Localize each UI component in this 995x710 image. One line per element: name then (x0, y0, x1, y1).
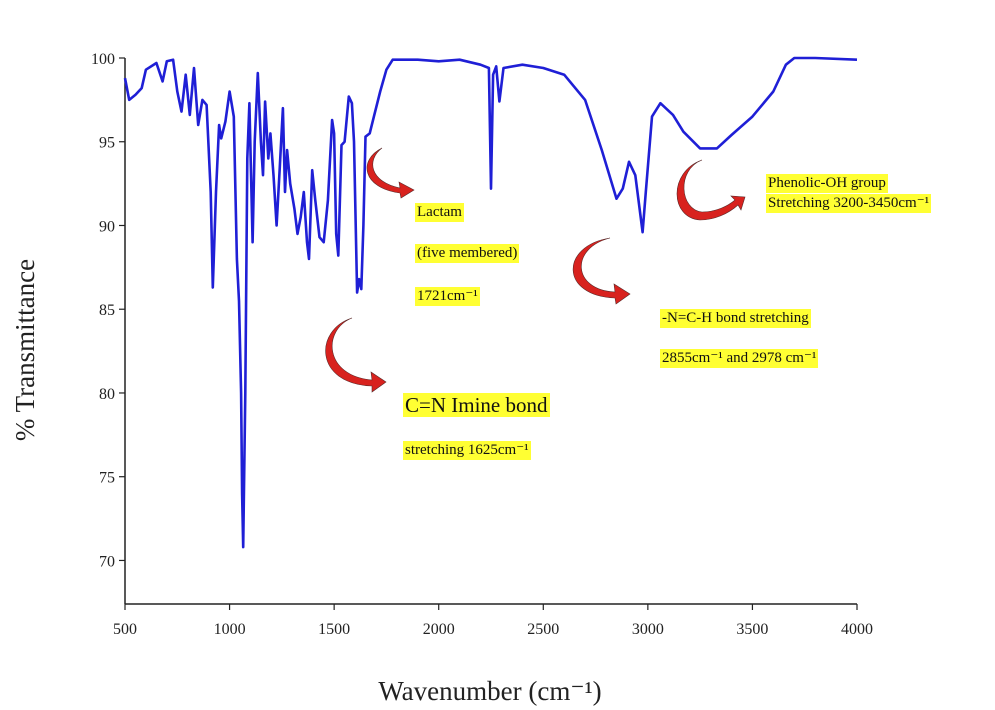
y-tick-label: 80 (99, 386, 115, 403)
y-tick-label: 85 (99, 302, 115, 319)
x-tick-label: 3000 (632, 621, 664, 638)
annotation: stretching 1625cm⁻¹ (403, 441, 531, 460)
annotation: 1721cm⁻¹ (415, 287, 480, 306)
x-tick-label: 1000 (214, 621, 246, 638)
y-tick-label: 70 (99, 553, 115, 570)
annotation: Phenolic-OH group (766, 174, 888, 193)
x-tick-label: 1500 (318, 621, 350, 638)
arrow (325, 317, 387, 393)
arrow (676, 159, 746, 221)
x-axis-label: Wavenumber (cm⁻¹) (378, 676, 601, 706)
annotation: 2855cm⁻¹ and 2978 cm⁻¹ (660, 349, 819, 368)
x-tick-label: 2500 (527, 621, 559, 638)
annotation: C=N Imine bond (403, 393, 550, 417)
annotation: (five membered) (415, 244, 520, 263)
x-tick-label: 2000 (423, 621, 455, 638)
x-tick-label: 3500 (736, 621, 768, 638)
annotation: -N=C-H bond stretching (660, 309, 811, 328)
x-tick-label: 4000 (841, 621, 873, 638)
y-tick-label: 100 (91, 51, 115, 68)
y-tick-label: 95 (99, 135, 115, 152)
arrow (366, 147, 415, 199)
arrows (325, 147, 746, 393)
x-tick-label: 500 (113, 621, 137, 638)
spectrum-line (123, 56, 858, 549)
annotation: Lactam (415, 203, 464, 222)
y-tick-label: 90 (99, 218, 115, 235)
annotation: Stretching 3200-3450cm⁻¹ (766, 194, 932, 213)
y-axis-label: % Transmittance (10, 259, 40, 441)
arrow (572, 237, 631, 305)
y-tick-label: 75 (99, 470, 115, 487)
